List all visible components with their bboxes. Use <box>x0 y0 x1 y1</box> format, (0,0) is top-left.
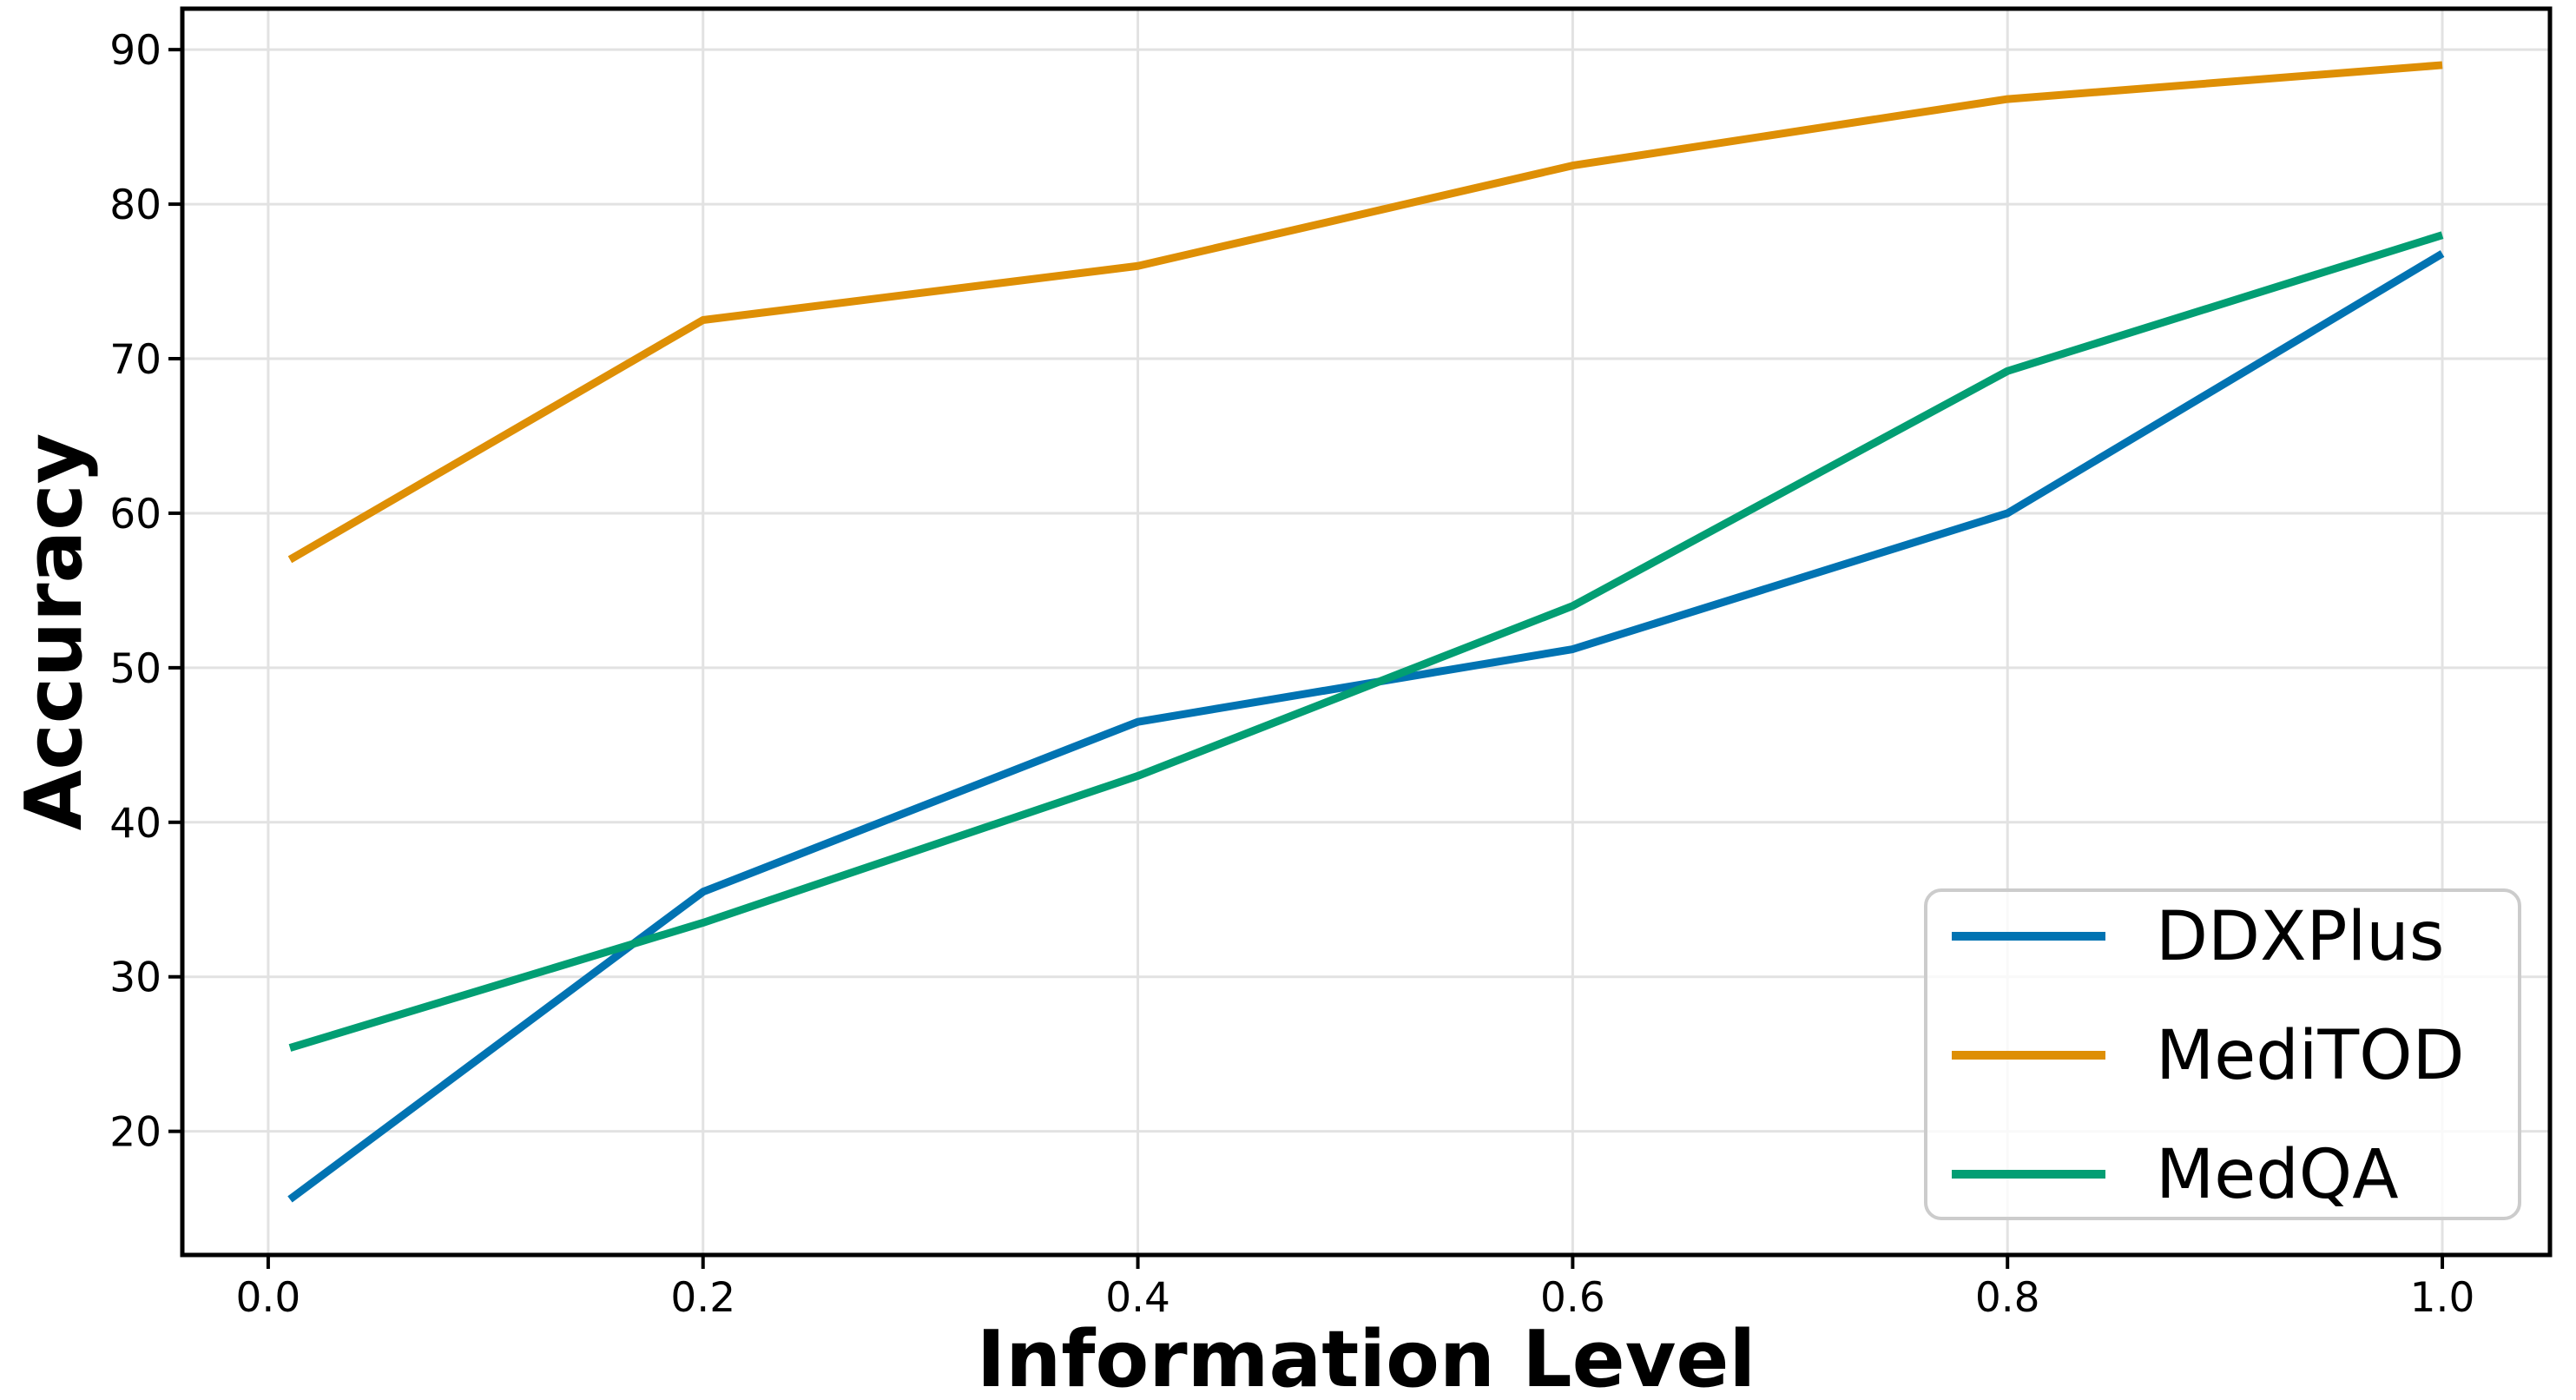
axes-frame <box>180 6 2553 1258</box>
series-line-medqa <box>288 231 2444 1052</box>
y-axis-label: Accuracy <box>9 433 100 831</box>
y-tick-label: 90 <box>109 27 161 75</box>
legend-box <box>1924 888 2521 1220</box>
y-tick-label: 20 <box>109 1109 161 1157</box>
legend-label-meditod: MediTOD <box>2156 1017 2465 1095</box>
x-axis-label: Information Level <box>977 1314 1756 1397</box>
series-line-meditod <box>287 61 2443 564</box>
x-tick-label: 0.0 <box>236 1274 301 1322</box>
y-tick-label: 80 <box>109 182 161 229</box>
y-tick-label: 30 <box>109 954 161 1002</box>
legend-label-ddxplus: DDXPlus <box>2156 898 2444 976</box>
series-lines <box>287 61 2445 1203</box>
x-tick-label: 0.8 <box>1975 1274 2040 1322</box>
y-tick-label: 70 <box>109 336 161 384</box>
legend: DDXPlus MediTOD MedQA <box>1924 888 2521 1220</box>
x-tick-label: 0.6 <box>1540 1274 1605 1322</box>
y-tick-label: 50 <box>109 645 161 693</box>
y-tick-label: 40 <box>109 800 161 848</box>
grid <box>182 9 2550 1255</box>
x-tick-label: 0.2 <box>670 1274 735 1322</box>
x-tick-label: 1.0 <box>2410 1274 2475 1322</box>
legend-label-medqa: MedQA <box>2156 1136 2399 1214</box>
y-tick-label: 60 <box>109 491 161 538</box>
ticks: 0.0 0.2 0.4 0.6 0.8 1.0 20 30 40 50 60 70 80 90 <box>109 27 2474 1322</box>
x-tick-label: 0.4 <box>1105 1274 1170 1322</box>
